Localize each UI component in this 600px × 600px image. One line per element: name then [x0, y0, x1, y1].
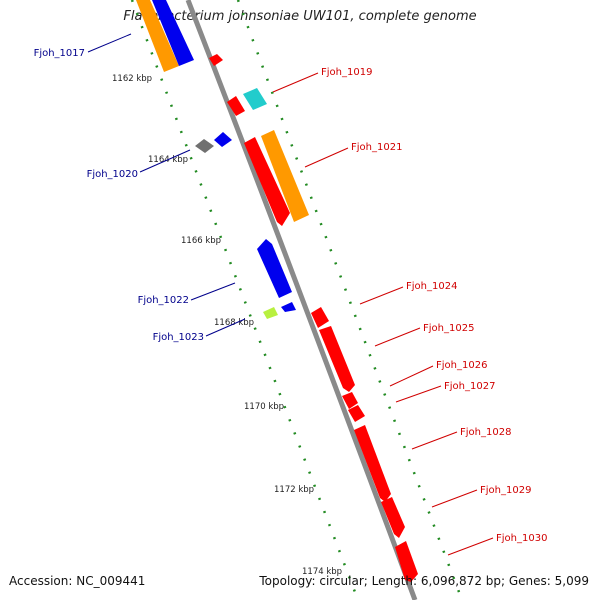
gc-track-outer: [236, 0, 464, 600]
tick-label: 1168 kbp: [214, 318, 254, 328]
map-title: Flavobacterium johnsoniae UW101, complet…: [123, 9, 477, 24]
lime-feature-block: [263, 307, 278, 319]
orange-feature-block: [261, 130, 309, 222]
forward-gene-block: [209, 54, 223, 66]
genome-stats-text: Topology: circular; Length: 6,096,872 bp…: [259, 574, 589, 588]
tick-label: 1166 kbp: [181, 236, 221, 246]
gene-label[interactable]: Fjoh_1025: [423, 323, 474, 334]
orange-feature-block: [136, 0, 179, 72]
gene-label[interactable]: Fjoh_1019: [321, 67, 372, 78]
reverse-gene-block: [257, 239, 292, 298]
forward-gene-block: [381, 497, 405, 538]
leader-line: [87, 33, 132, 53]
leader-line: [359, 286, 404, 305]
gene-label[interactable]: Fjoh_1020: [87, 169, 138, 180]
forward-gene-block: [348, 405, 365, 422]
leader-line: [139, 149, 191, 173]
leader-line: [431, 489, 478, 508]
leader-line: [447, 537, 494, 556]
tick-label: 1172 kbp: [274, 485, 314, 495]
forward-gene-block: [354, 425, 391, 502]
genome-backbone: [185, 0, 418, 600]
leader-line: [389, 365, 434, 387]
reverse-gene-block: [214, 132, 232, 147]
forward-gene-block: [311, 307, 329, 328]
reverse-gene-block: [152, 0, 194, 66]
gene-label[interactable]: Fjoh_1027: [444, 381, 495, 392]
gene-label[interactable]: Fjoh_1026: [436, 360, 487, 371]
gene-label[interactable]: Fjoh_1029: [480, 485, 531, 496]
leader-lines: [87, 33, 494, 556]
reverse-gene-block: [281, 302, 296, 312]
forward-gene-block: [244, 137, 290, 226]
leader-line: [374, 327, 421, 347]
gray-feature-block: [195, 139, 214, 153]
leader-line: [205, 318, 246, 337]
gene-label[interactable]: Fjoh_1028: [460, 427, 511, 438]
leader-line: [272, 72, 319, 93]
leader-line: [304, 147, 349, 168]
forward-gene-block: [342, 392, 358, 409]
tick-label: 1162 kbp: [112, 74, 152, 84]
forward-gene-block: [227, 96, 245, 116]
gene-label[interactable]: Fjoh_1022: [138, 295, 189, 306]
leader-line: [190, 282, 236, 301]
tick-label: 1174 kbp: [302, 567, 342, 577]
cyan-feature-block: [243, 88, 267, 110]
forward-gene-block: [395, 541, 418, 582]
tick-label: 1170 kbp: [244, 402, 284, 412]
leader-line: [411, 431, 458, 450]
gene-label[interactable]: Fjoh_1024: [406, 281, 457, 292]
gene-label[interactable]: Fjoh_1023: [153, 332, 204, 343]
leader-line: [395, 385, 442, 403]
gene-label[interactable]: Fjoh_1017: [34, 48, 85, 59]
gene-label[interactable]: Fjoh_1021: [351, 142, 402, 153]
feature-blocks: [136, 0, 418, 582]
forward-gene-block: [319, 326, 355, 392]
accession-text: Accession: NC_009441: [9, 574, 146, 588]
gene-label[interactable]: Fjoh_1030: [496, 533, 547, 544]
